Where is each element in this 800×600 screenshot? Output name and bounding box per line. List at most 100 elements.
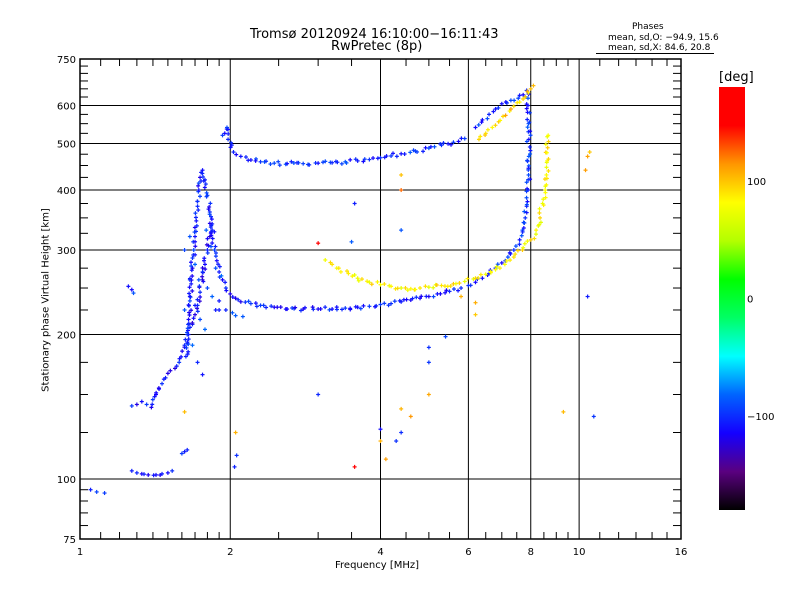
data-point — [301, 161, 306, 166]
data-point — [172, 366, 177, 371]
data-point — [523, 95, 528, 100]
data-point — [154, 390, 159, 395]
data-point — [194, 223, 199, 228]
data-point — [546, 157, 551, 162]
data-point — [196, 188, 201, 193]
data-point — [129, 403, 134, 408]
data-point — [278, 305, 283, 310]
data-point — [182, 248, 187, 253]
data-point — [228, 291, 233, 296]
data-point — [408, 150, 413, 155]
data-point — [533, 232, 538, 237]
data-point — [316, 241, 321, 246]
data-point — [302, 305, 307, 310]
data-point — [531, 83, 536, 88]
data-point — [399, 430, 404, 435]
data-point — [418, 286, 423, 291]
data-point — [207, 212, 212, 217]
data-point — [223, 280, 228, 285]
data-point — [544, 150, 549, 155]
data-point — [230, 295, 235, 300]
data-point — [186, 302, 191, 307]
data-point — [194, 229, 199, 234]
data-point — [521, 96, 526, 101]
data-point — [453, 281, 458, 286]
data-point — [233, 313, 238, 318]
data-point — [234, 453, 239, 458]
data-point — [367, 157, 372, 162]
data-point — [493, 107, 498, 112]
data-point — [513, 244, 518, 249]
data-point — [507, 250, 512, 255]
phases-heading: Phases — [632, 22, 664, 32]
x-tick-label: 8 — [528, 547, 534, 558]
data-point — [334, 305, 339, 310]
data-point — [197, 299, 202, 304]
data-point — [525, 159, 530, 164]
data-point — [522, 209, 527, 214]
data-point — [355, 305, 360, 310]
data-point — [131, 291, 136, 296]
data-point — [522, 241, 527, 246]
data-point — [179, 354, 184, 359]
data-point — [378, 439, 383, 444]
data-point — [511, 104, 516, 109]
data-point — [187, 277, 192, 282]
data-point — [195, 297, 200, 302]
data-point — [198, 295, 203, 300]
data-point — [356, 278, 361, 283]
data-point — [193, 211, 198, 216]
data-point — [423, 284, 428, 289]
data-point — [419, 294, 424, 299]
data-point — [182, 307, 187, 312]
data-point — [498, 118, 503, 123]
data-point — [521, 245, 526, 250]
data-point — [515, 100, 520, 105]
data-point — [209, 233, 214, 238]
data-point — [537, 222, 542, 227]
data-point — [152, 394, 157, 399]
x-tick-label: 16 — [675, 547, 688, 558]
data-point — [526, 177, 531, 182]
y-tick-label: 100 — [57, 475, 76, 486]
data-point — [389, 284, 394, 289]
data-point — [504, 100, 509, 105]
data-point — [521, 92, 526, 97]
data-point — [208, 201, 213, 206]
data-point — [382, 301, 387, 306]
data-point — [511, 255, 516, 260]
data-point — [561, 409, 566, 414]
data-point — [185, 330, 190, 335]
data-point — [201, 174, 206, 179]
data-point — [389, 301, 394, 306]
data-point — [446, 141, 451, 146]
data-point — [359, 277, 364, 282]
data-point — [528, 133, 533, 138]
data-point — [352, 464, 357, 469]
data-point — [190, 266, 195, 271]
data-point — [296, 160, 301, 165]
data-point — [497, 266, 502, 271]
y-tick-label: 600 — [57, 102, 76, 113]
axis-ticks — [80, 59, 681, 539]
data-point — [183, 354, 188, 359]
data-point — [490, 125, 495, 130]
data-point — [391, 151, 396, 156]
data-point — [154, 472, 159, 477]
data-point — [399, 151, 404, 156]
data-point — [358, 306, 363, 311]
data-point — [522, 220, 527, 225]
data-point — [517, 93, 522, 98]
data-point — [426, 146, 431, 151]
data-point — [528, 148, 533, 153]
data-point — [348, 306, 353, 311]
data-point — [254, 304, 259, 309]
data-point — [544, 165, 549, 170]
data-point — [285, 161, 290, 166]
data-point — [476, 137, 481, 142]
data-point — [526, 121, 531, 126]
data-point — [193, 234, 198, 239]
data-point — [253, 158, 258, 163]
data-point — [485, 116, 490, 121]
